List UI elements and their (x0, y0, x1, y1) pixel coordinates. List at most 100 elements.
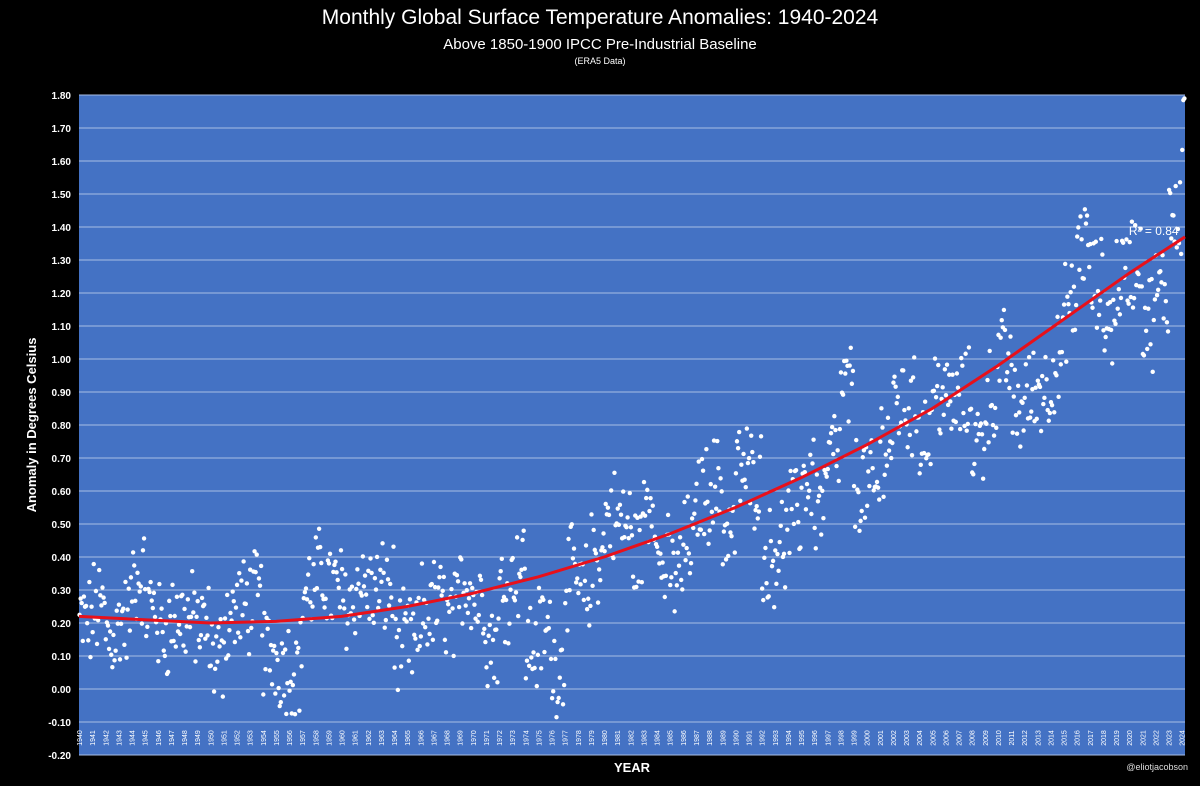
data-point (97, 567, 102, 573)
data-point (355, 567, 360, 572)
data-point (123, 579, 128, 585)
data-point (398, 664, 404, 669)
data-point (488, 660, 494, 665)
data-point (835, 448, 840, 453)
data-point (1010, 430, 1015, 435)
data-point (192, 590, 197, 595)
data-point (327, 551, 333, 557)
data-point (910, 375, 916, 380)
data-point (600, 545, 605, 550)
data-point (203, 636, 208, 641)
data-point (761, 597, 766, 603)
data-point (542, 649, 547, 655)
data-point (825, 466, 830, 472)
data-point (634, 584, 639, 590)
data-point (1029, 409, 1034, 414)
data-point (83, 603, 89, 609)
data-point (486, 633, 491, 638)
data-point (804, 481, 810, 487)
data-point (258, 563, 264, 569)
y-tick-label: 1.80 (52, 91, 72, 102)
data-point (326, 561, 332, 566)
data-point (1175, 226, 1181, 232)
data-point (1082, 207, 1088, 212)
data-point (649, 524, 654, 529)
data-point (145, 624, 150, 630)
data-point (1161, 316, 1166, 321)
x-tick-label: 1995 (799, 730, 806, 746)
x-axis-ticks: 1940 1941 1942 1943 1944 1945 1946 1947 1948 1949… (77, 730, 1187, 746)
data-point (286, 628, 291, 634)
data-point (338, 548, 344, 553)
data-point (162, 653, 168, 659)
x-tick-label: 1979 (589, 730, 596, 746)
data-point (103, 637, 108, 642)
data-point (429, 581, 434, 587)
data-point (220, 694, 226, 699)
data-point (165, 669, 171, 675)
data-point (378, 567, 383, 572)
x-tick-label: 1978 (576, 730, 583, 746)
data-point (408, 616, 414, 622)
data-point (115, 621, 121, 626)
data-point (849, 381, 855, 386)
data-point (1141, 353, 1147, 358)
x-tick-label: 1957 (300, 730, 307, 746)
x-tick-label: 1972 (497, 730, 504, 746)
data-point (833, 427, 838, 433)
data-point (684, 545, 689, 551)
data-point (386, 603, 392, 608)
data-point (1055, 314, 1060, 320)
data-point (1017, 410, 1022, 415)
data-point (420, 621, 426, 626)
data-point (658, 551, 663, 556)
data-point (437, 574, 442, 580)
data-point (193, 659, 198, 664)
data-point (139, 621, 145, 626)
data-point (821, 516, 826, 521)
data-point (895, 394, 901, 400)
x-tick-label: 1945 (143, 730, 150, 746)
data-point (1094, 325, 1100, 330)
data-point (1130, 305, 1136, 310)
data-point (240, 613, 245, 618)
data-point (815, 499, 821, 504)
data-point (551, 689, 556, 694)
data-point (124, 655, 129, 660)
trend-line (78, 235, 1186, 625)
data-point (1078, 214, 1083, 219)
y-tick-label: 1.00 (52, 355, 72, 366)
data-point (1027, 415, 1033, 420)
data-point (257, 583, 263, 588)
data-point (774, 581, 779, 587)
data-point (696, 459, 701, 464)
data-point (1138, 226, 1143, 231)
data-point (886, 448, 892, 453)
data-point (1084, 213, 1090, 218)
data-point (732, 550, 738, 555)
data-point (561, 682, 567, 688)
data-point (603, 501, 608, 507)
data-point (450, 606, 455, 611)
data-point (553, 656, 558, 662)
data-point (608, 488, 614, 493)
data-point (788, 468, 793, 474)
data-point (168, 613, 173, 619)
data-point (518, 574, 523, 580)
data-point (307, 555, 312, 561)
data-point (440, 588, 445, 594)
chart-title: Monthly Global Surface Temperature Anoma… (321, 6, 879, 29)
data-point (435, 618, 440, 623)
data-point (592, 547, 597, 553)
data-point (400, 643, 405, 649)
data-point (382, 625, 387, 630)
data-point (878, 439, 883, 444)
data-point (380, 541, 385, 546)
data-point (868, 450, 873, 455)
data-point (686, 551, 692, 556)
data-point (782, 585, 788, 590)
data-point (997, 378, 1002, 383)
data-point (735, 445, 741, 451)
data-point (764, 580, 769, 586)
data-point (711, 438, 717, 443)
